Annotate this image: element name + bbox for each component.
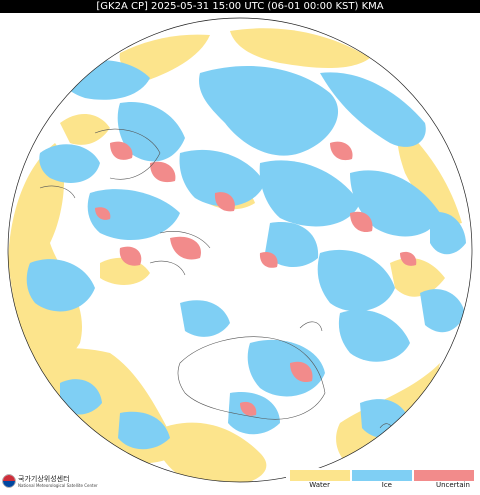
agency-name-english: National Meteorological Satellite Center <box>18 483 98 488</box>
legend-label-uncertain: Uncertain <box>435 481 470 489</box>
legend-swatch-ice <box>352 470 412 481</box>
coastlines <box>39 128 393 432</box>
legend-swatch-water <box>290 470 350 481</box>
legend: Water Ice Uncertain <box>286 468 478 490</box>
legend-label-water: Water <box>309 481 330 489</box>
cloud-phase-globe <box>7 17 473 483</box>
ice-cloud-regions <box>26 60 466 450</box>
kma-emblem-icon <box>2 474 16 488</box>
agency-name-korean: 국가기상위성센터 <box>18 475 70 483</box>
legend-label-ice: Ice <box>381 481 392 489</box>
uncertain-regions <box>95 141 417 416</box>
earth-disk-outline <box>7 17 473 483</box>
earth-disk-view <box>0 13 480 491</box>
image-title: [GK2A CP] 2025-05-31 15:00 UTC (06-01 00… <box>0 0 480 13</box>
nmsc-logo-block: 국가기상위성센터 National Meteorological Satelli… <box>2 473 98 491</box>
legend-swatch-uncertain <box>414 470 474 481</box>
